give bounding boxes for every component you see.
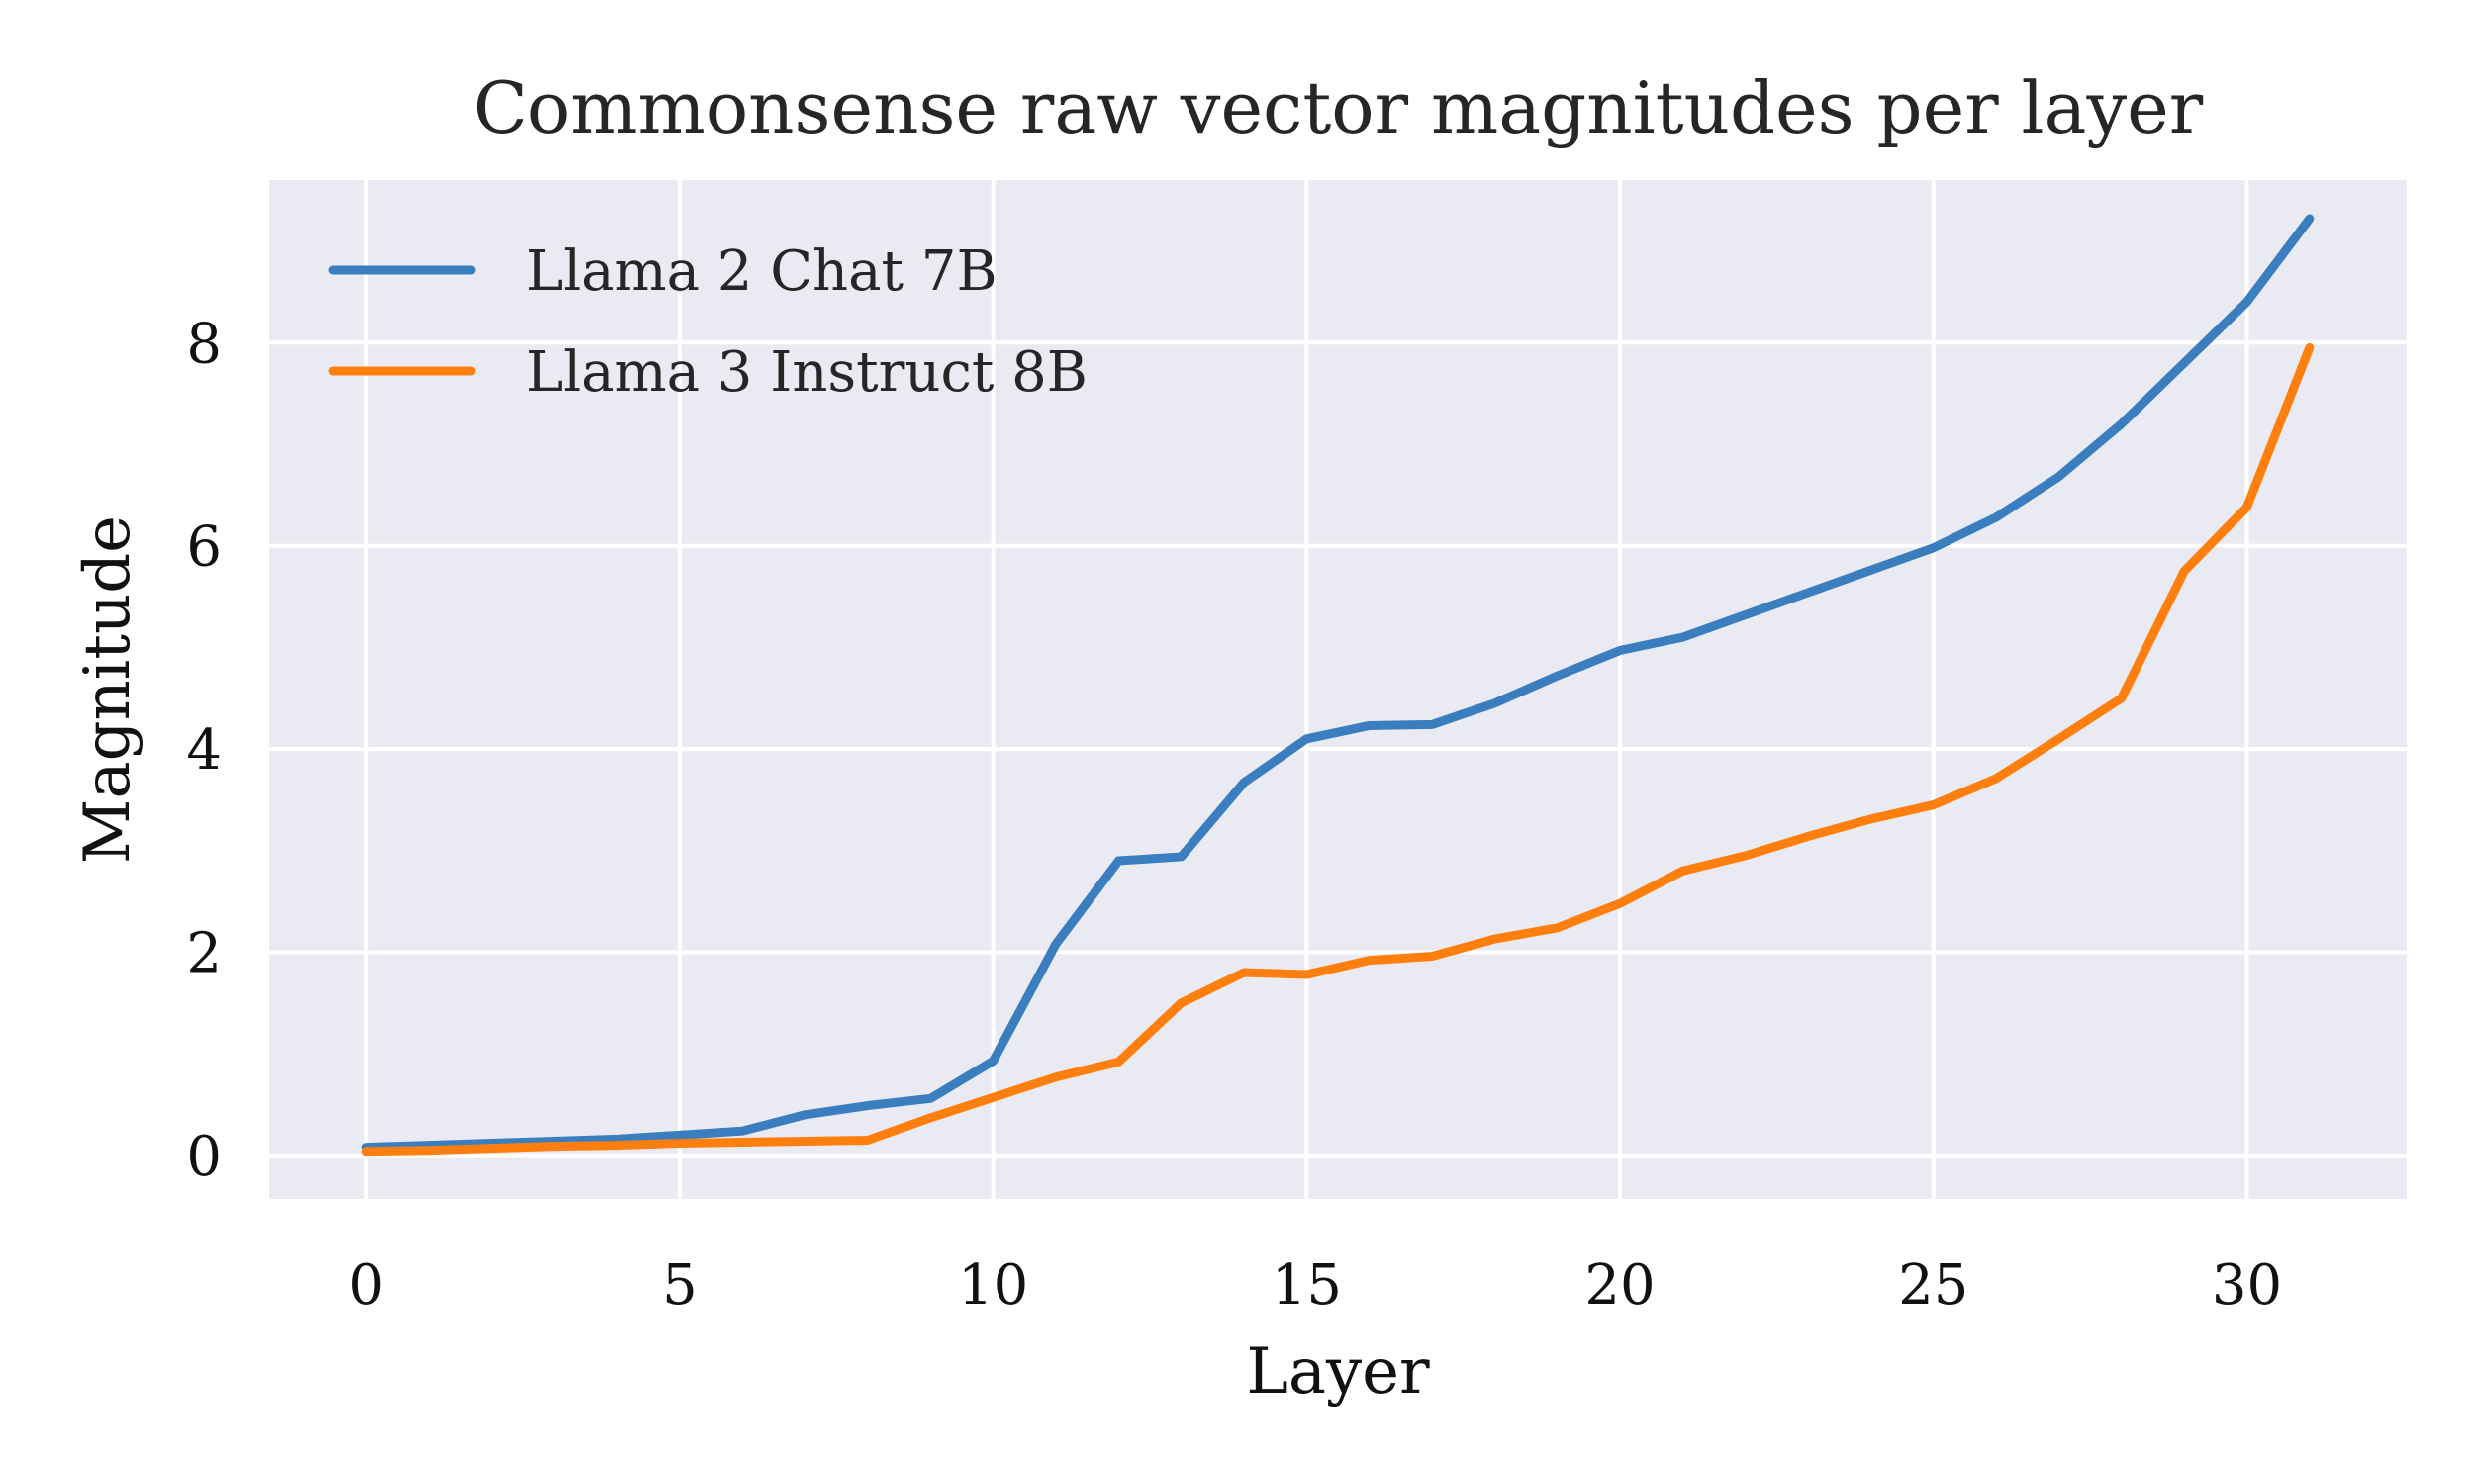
y-tick-label: 4 [186,718,222,783]
plot-area [269,180,2407,1199]
x-ticks: 0 5 10 15 20 25 30 [348,1253,2282,1318]
legend-label-1: Llama 2 Chat 7B [526,239,998,304]
legend-label-2: Llama 3 Instruct 8B [526,340,1088,405]
x-tick-label: 10 [958,1253,1028,1318]
x-tick-label: 30 [2212,1253,2282,1318]
y-tick-label: 2 [186,921,222,985]
y-tick-label: 8 [186,312,222,376]
y-axis-label: Magnitude [71,515,144,864]
y-ticks: 0 2 4 6 8 [186,312,222,1189]
legend: Llama 2 Chat 7B Llama 3 Instruct 8B [328,239,1088,405]
x-tick-label: 5 [662,1253,698,1318]
series-group [361,214,2315,1157]
y-tick-label: 6 [186,515,222,580]
chart-title: Commonsense raw vector magnitudes per la… [473,66,2204,149]
y-tick-label: 0 [186,1125,222,1189]
series-line-2 [361,342,2315,1157]
x-axis-label: Layer [1246,1336,1430,1409]
x-tick-label: 20 [1584,1253,1655,1318]
x-tick-label: 0 [348,1253,384,1318]
x-tick-label: 25 [1898,1253,1968,1318]
series-line-1 [361,214,2315,1153]
x-tick-label: 15 [1272,1253,1342,1318]
